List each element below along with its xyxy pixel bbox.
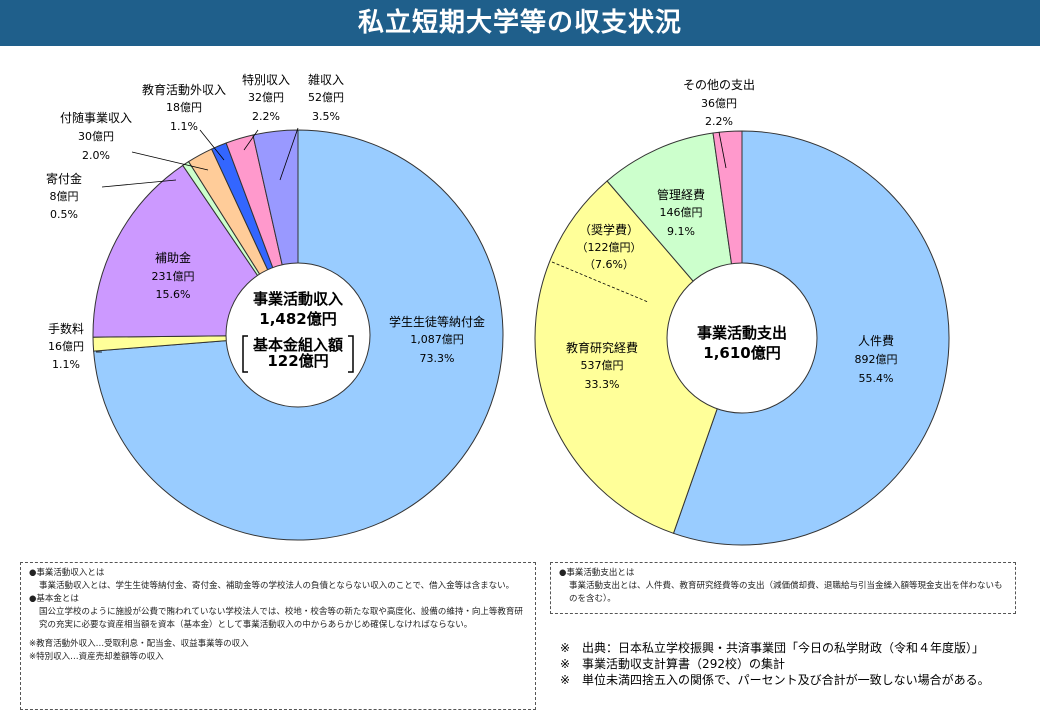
leader-line-kyoikugai [199, 129, 225, 161]
slice-label-pct: 55.4% [859, 372, 894, 385]
leader-lines [96, 127, 727, 353]
slice-label-name: 雑収入 [308, 72, 344, 87]
slice-label-name: 寄付金 [46, 171, 82, 186]
slice-label-name: 学生生徒等納付金 [389, 314, 485, 329]
leader-line-sonota [718, 131, 727, 169]
slice-label-pct: 2.2% [705, 115, 733, 128]
income-center-total: 1,482億円 [259, 310, 336, 328]
leader-line-fuzui [131, 151, 209, 171]
slice-label-name: 手数料 [48, 321, 84, 336]
slice-label-pct: 1.1% [170, 120, 198, 133]
slice-label-name: 人件費 [858, 333, 894, 348]
note-footnote: ※教育活動外収入…受取利息・配当金、収益事業等の収入 [29, 639, 249, 649]
slice-label-value: 231億円 [152, 270, 195, 283]
note-text: 事業活動支出とは、人件費、教育研究経費等の支出（減価償却費、退職給与引当金繰入額… [569, 581, 1003, 604]
expense-center-title: 事業活動支出 [697, 324, 787, 342]
source-line: ※ 単位未満四捨五入の関係で、パーセント及び合計が一致しない場合がある。 [560, 673, 990, 687]
source-notes: ※ 出典：日本私立学校振興・共済事業団「今日の私学財政（令和４年度版）」 ※ 事… [560, 640, 990, 688]
slice-sub-label-value: （122億円） [577, 241, 642, 254]
slice-label-pct: 15.6% [156, 288, 191, 301]
slice-label-pct: 9.1% [667, 225, 695, 238]
expense-slice-1 [534, 180, 743, 534]
slice-label-value: 1,087億円 [410, 333, 464, 346]
slice-label-pct: 1.1% [52, 358, 80, 371]
slice-label-name: 特別収入 [242, 72, 290, 87]
slice-label-pct: 0.5% [50, 208, 78, 221]
slice-label-value: 32億円 [248, 91, 284, 104]
slice-label-pct: 2.2% [252, 110, 280, 123]
income-labels: 学生生徒等納付金 1,087億円 73.3% 手数料 16億円 1.1% 補助金… [46, 72, 485, 371]
page-title: 私立短期大学等の収支状況 [0, 0, 1040, 46]
slice-label-value: 8億円 [50, 190, 79, 203]
slice-label-pct: 33.3% [585, 378, 620, 391]
note-heading: ●基本金とは [29, 594, 79, 604]
income-center-subvalue: 122億円 [267, 352, 328, 370]
slice-label-pct: 3.5% [312, 110, 340, 123]
source-line: ※ 事業活動収支計算書（292校）の集計 [560, 657, 785, 671]
slice-label-name: 管理経費 [657, 187, 705, 202]
slice-label-value: 18億円 [166, 101, 202, 114]
slice-sub-label-pct: （7.6%） [584, 258, 634, 271]
note-heading: ●事業活動収入とは [29, 568, 105, 578]
slice-label-value: 537億円 [581, 359, 624, 372]
slice-label-value: 52億円 [308, 91, 344, 104]
bracket-right [348, 335, 354, 373]
center-brackets [242, 335, 354, 373]
expense-donut-chart [534, 130, 950, 546]
expense-labels: 人件費 892億円 55.4% 教育研究経費 537億円 33.3% （奨学費）… [566, 78, 898, 391]
notes-right: ●事業活動支出とは 事業活動支出とは、人件費、教育研究経費等の支出（減価償却費、… [550, 562, 1016, 614]
note-footnote: ※特別収入…資産売却差額等の収入 [29, 652, 164, 662]
expense-center-hole [666, 262, 818, 414]
notes-left: ●事業活動収入とは 事業活動収入とは、学生生徒等納付金、寄付金、補助金等の学校法… [20, 562, 536, 710]
note-text: 事業活動収入とは、学生生徒等納付金、寄付金、補助金等の学校法人の負債とならない収… [39, 581, 515, 591]
income-center-subtitle: 基本金組入額 [252, 336, 343, 354]
note-text: 国公立学校のように施設が公費で賄われていない学校法人では、校地・校舎等の新たな取… [39, 607, 523, 630]
source-line: ※ 出典：日本私立学校振興・共済事業団「今日の私学財政（令和４年度版）」 [560, 641, 985, 655]
shogakuhi-boundary [551, 261, 649, 303]
slice-label-name: 付随事業収入 [60, 110, 132, 125]
slice-label-value: 30億円 [78, 130, 114, 143]
income-center-hole [225, 262, 371, 408]
leader-line-kifukin [101, 179, 177, 188]
slice-label-name: 補助金 [155, 250, 191, 265]
slice-label-name: その他の支出 [683, 78, 755, 92]
slice-label-value: 36億円 [701, 97, 737, 110]
slice-label-name: 教育研究経費 [566, 340, 638, 355]
charts-canvas: 学生生徒等納付金 1,087億円 73.3% 手数料 16億円 1.1% 補助金… [46, 72, 950, 546]
slice-label-pct: 2.0% [82, 149, 110, 162]
leader-line-tokubetsu [243, 129, 259, 151]
note-heading: ●事業活動支出とは [559, 568, 635, 578]
income-center-title: 事業活動収入 [253, 290, 343, 308]
slice-label-value: 16億円 [48, 340, 84, 353]
slice-label-name: 教育活動外収入 [142, 82, 226, 97]
income-donut-chart [92, 129, 504, 541]
slice-label-value: 892億円 [855, 353, 898, 366]
expense-center-total: 1,610億円 [703, 344, 780, 362]
slice-sub-label-name: （奨学費） [579, 222, 639, 237]
bracket-left [242, 335, 248, 373]
leader-line-zatsu [279, 127, 299, 181]
slice-label-pct: 73.3% [420, 352, 455, 365]
slice-label-value: 146億円 [660, 206, 703, 219]
